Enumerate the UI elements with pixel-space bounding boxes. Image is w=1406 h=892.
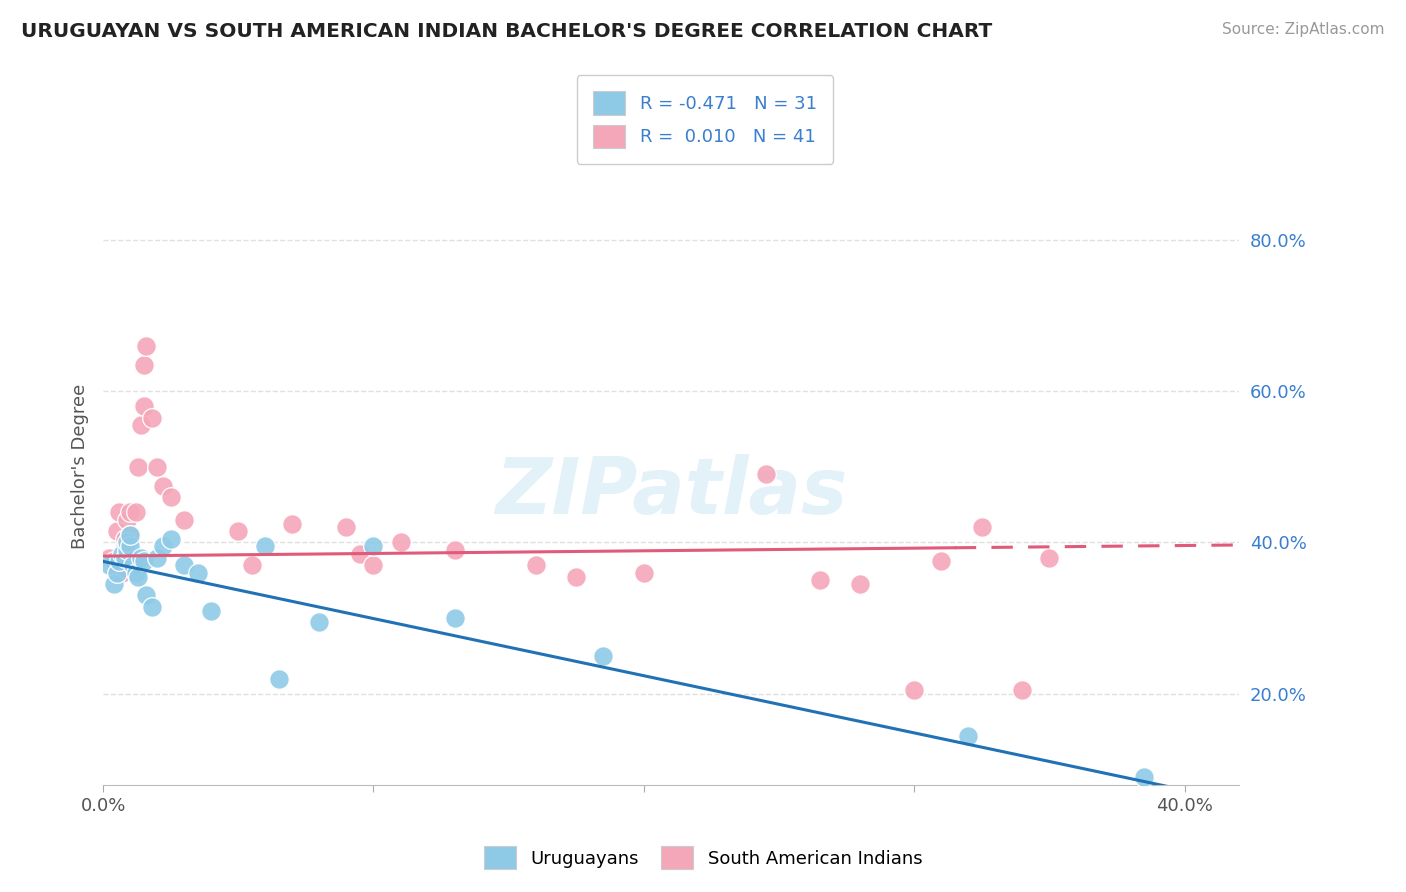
- Point: [240, 558, 263, 573]
- Point: [127, 459, 149, 474]
- Point: [146, 550, 169, 565]
- Point: [114, 550, 136, 565]
- Text: ZIPatlas: ZIPatlas: [495, 454, 846, 530]
- Point: [808, 574, 831, 588]
- Point: [114, 539, 136, 553]
- Point: [226, 524, 249, 538]
- Point: [267, 672, 290, 686]
- Point: [141, 599, 163, 614]
- Point: [592, 648, 614, 663]
- Point: [105, 524, 128, 538]
- Point: [122, 550, 145, 565]
- Point: [903, 683, 925, 698]
- Legend: R = -0.471   N = 31, R =  0.010   N = 41: R = -0.471 N = 31, R = 0.010 N = 41: [576, 75, 834, 164]
- Point: [117, 513, 139, 527]
- Point: [108, 505, 131, 519]
- Point: [349, 547, 371, 561]
- Point: [187, 566, 209, 580]
- Point: [132, 554, 155, 568]
- Point: [122, 558, 145, 573]
- Point: [849, 577, 872, 591]
- Point: [565, 569, 588, 583]
- Point: [363, 558, 385, 573]
- Point: [443, 611, 465, 625]
- Point: [103, 554, 125, 568]
- Point: [114, 532, 136, 546]
- Point: [254, 539, 277, 553]
- Point: [152, 479, 174, 493]
- Point: [363, 539, 385, 553]
- Point: [135, 589, 157, 603]
- Point: [146, 459, 169, 474]
- Point: [129, 418, 152, 433]
- Point: [124, 505, 146, 519]
- Point: [120, 528, 142, 542]
- Point: [111, 566, 134, 580]
- Point: [120, 539, 142, 553]
- Text: Source: ZipAtlas.com: Source: ZipAtlas.com: [1222, 22, 1385, 37]
- Point: [389, 535, 412, 549]
- Point: [173, 513, 195, 527]
- Point: [200, 604, 222, 618]
- Point: [97, 550, 120, 565]
- Point: [117, 535, 139, 549]
- Point: [132, 399, 155, 413]
- Point: [754, 467, 776, 482]
- Y-axis label: Bachelor's Degree: Bachelor's Degree: [72, 384, 89, 549]
- Point: [124, 566, 146, 580]
- Text: URUGUAYAN VS SOUTH AMERICAN INDIAN BACHELOR'S DEGREE CORRELATION CHART: URUGUAYAN VS SOUTH AMERICAN INDIAN BACHE…: [21, 22, 993, 41]
- Point: [970, 520, 993, 534]
- Point: [308, 615, 330, 629]
- Point: [97, 558, 120, 573]
- Point: [111, 547, 134, 561]
- Point: [1011, 683, 1033, 698]
- Point: [159, 532, 181, 546]
- Point: [105, 566, 128, 580]
- Point: [524, 558, 547, 573]
- Point: [152, 539, 174, 553]
- Point: [103, 577, 125, 591]
- Point: [141, 410, 163, 425]
- Legend: Uruguayans, South American Indians: Uruguayans, South American Indians: [475, 838, 931, 879]
- Point: [129, 550, 152, 565]
- Point: [335, 520, 357, 534]
- Point: [117, 543, 139, 558]
- Point: [1038, 550, 1060, 565]
- Point: [929, 554, 952, 568]
- Point: [159, 490, 181, 504]
- Point: [957, 729, 980, 743]
- Point: [1133, 770, 1156, 784]
- Point: [633, 566, 655, 580]
- Point: [132, 358, 155, 372]
- Point: [120, 505, 142, 519]
- Point: [173, 558, 195, 573]
- Point: [443, 543, 465, 558]
- Point: [135, 338, 157, 352]
- Point: [127, 569, 149, 583]
- Point: [108, 554, 131, 568]
- Point: [281, 516, 304, 531]
- Point: [120, 528, 142, 542]
